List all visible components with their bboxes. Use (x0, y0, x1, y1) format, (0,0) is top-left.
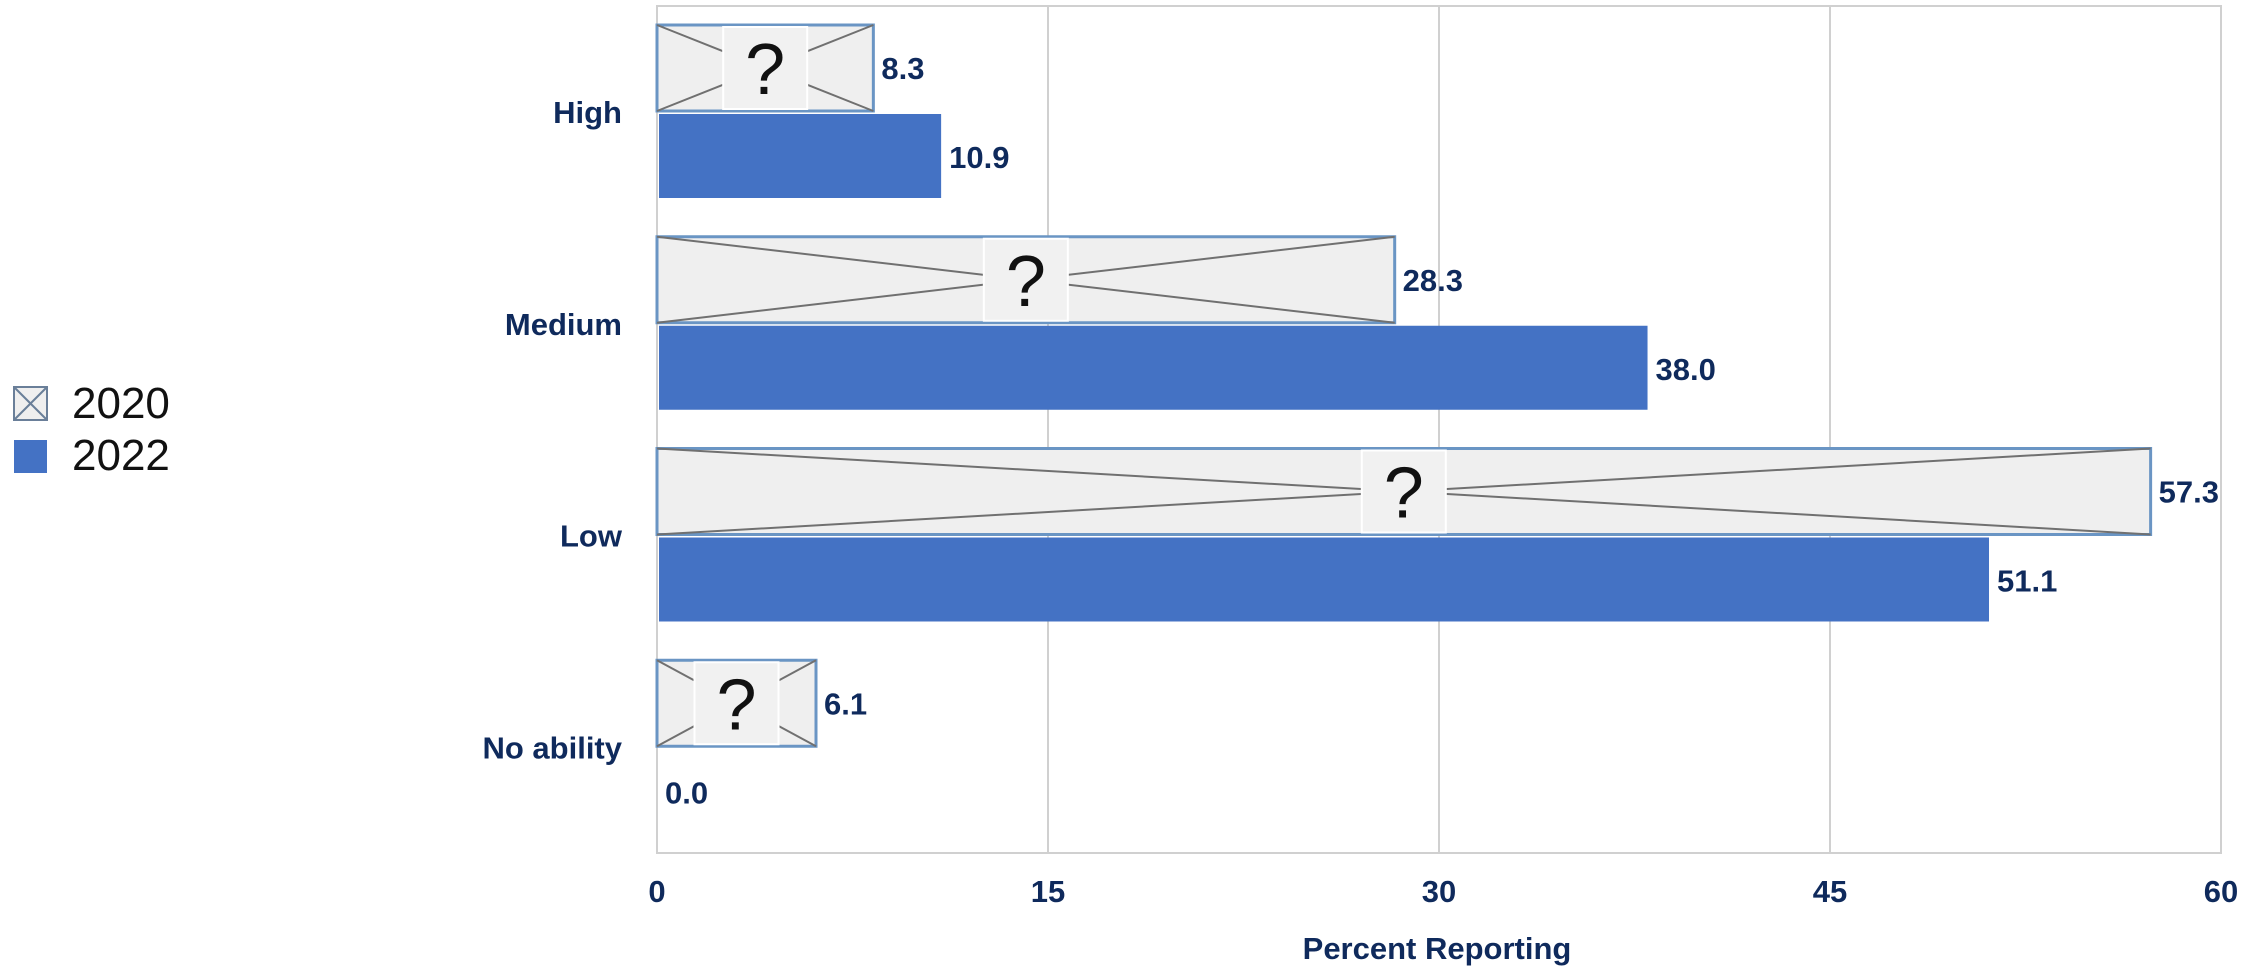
x-tick-label: 45 (1813, 874, 1847, 909)
x-tick-label: 30 (1422, 874, 1456, 909)
legend-item-2022: 2022 (14, 431, 170, 480)
bar-2020: ? (655, 235, 1397, 325)
x-tick-label: 0 (648, 874, 665, 909)
bar-2020: ? (655, 658, 818, 748)
question-mark-icon: ? (1384, 454, 1424, 534)
data-label-2022: 38.0 (1656, 352, 1716, 387)
legend-swatch-cross (13, 386, 48, 421)
data-label-2022: 10.9 (949, 140, 1009, 175)
category-label: Low (560, 519, 623, 554)
data-label-2020: 8.3 (881, 51, 924, 86)
category-label: No ability (482, 730, 622, 765)
legend-item-2020: 2020 (13, 379, 170, 428)
bar-2022 (659, 114, 942, 198)
legend-label-2022: 2022 (72, 431, 170, 480)
data-label-2020: 6.1 (824, 686, 867, 721)
bar-2020: ? (655, 447, 2153, 536)
question-mark-icon: ? (716, 665, 756, 745)
x-tick-label: 60 (2204, 874, 2238, 909)
data-label-2020: 57.3 (2159, 475, 2219, 510)
bar-2020: ? (655, 23, 875, 113)
bar-2022 (659, 537, 1990, 622)
data-label-2020: 28.3 (1403, 263, 1463, 298)
data-label-2022: 0.0 (665, 775, 708, 810)
question-icon-box (693, 661, 780, 746)
legend-label-2020: 2020 (72, 379, 170, 428)
question-icon-box (1360, 449, 1447, 534)
legend-swatch-2022 (14, 440, 47, 473)
x-tick-labels: 0 15 30 45 60 (648, 874, 2238, 909)
question-icon-box (982, 237, 1069, 322)
data-label-2022: 51.1 (1997, 564, 2057, 599)
question-mark-icon: ? (1006, 242, 1046, 322)
category-label: Medium (505, 307, 622, 342)
category-label: High (553, 95, 622, 130)
category-labels: High Medium Low No ability (482, 95, 622, 765)
question-icon-box (722, 26, 809, 110)
bars-layer: ? 8.3 10.9? 28.3 38.0? 57.3 51.1? 6.1 0.0 (655, 23, 2219, 810)
question-mark-icon: ? (745, 30, 785, 110)
x-tick-label: 15 (1031, 874, 1065, 909)
x-axis-title: Percent Reporting (1303, 931, 1572, 966)
bar-2022 (659, 325, 1648, 410)
